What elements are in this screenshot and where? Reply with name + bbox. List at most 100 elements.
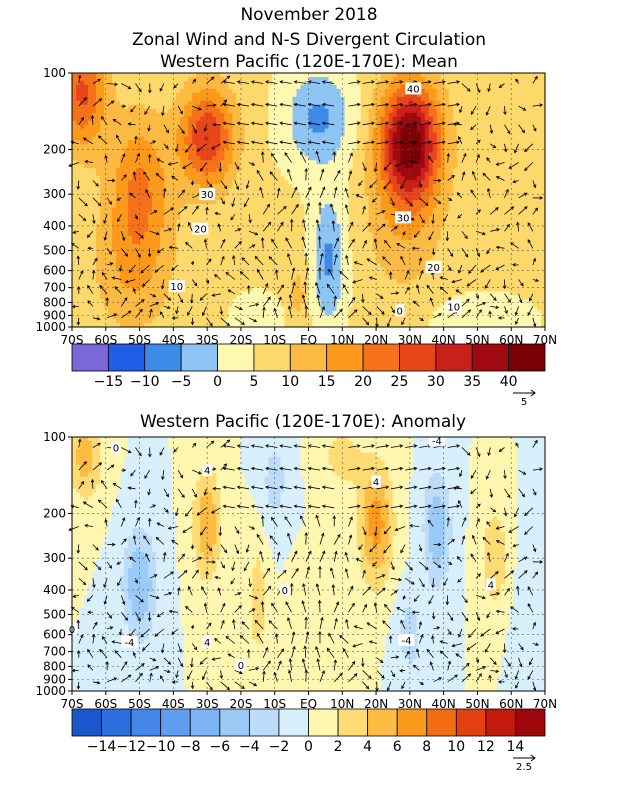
field-cell [256, 117, 261, 122]
field-cell [156, 200, 161, 205]
field-cell [333, 144, 338, 149]
field-cell [353, 109, 358, 114]
field-cell [204, 148, 209, 153]
field-cell [80, 105, 85, 110]
field-cell [389, 144, 394, 149]
field-cell [469, 180, 474, 185]
field-cell [313, 160, 318, 165]
field-cell [172, 121, 177, 126]
field-cell [296, 156, 301, 161]
field-cell [100, 109, 105, 114]
field-cell [200, 216, 205, 221]
field-cell [104, 97, 109, 102]
field-cell [313, 176, 318, 181]
field-cell [321, 196, 326, 201]
field-cell [280, 97, 285, 102]
field-cell [164, 105, 169, 110]
field-cell [413, 113, 418, 118]
field-cell [385, 89, 390, 94]
field-cell [236, 160, 241, 165]
field-cell [244, 129, 249, 134]
field-cell [453, 109, 458, 114]
field-cell [268, 113, 273, 118]
field-cell [88, 188, 93, 193]
field-cell [136, 77, 141, 82]
field-cell [357, 172, 362, 177]
field-cell [224, 176, 229, 181]
field-cell [401, 117, 406, 122]
field-cell [485, 204, 490, 209]
field-cell [288, 216, 293, 221]
field-cell [441, 172, 446, 177]
field-cell [417, 156, 422, 161]
field-cell [369, 160, 374, 165]
field-cell [453, 89, 458, 94]
field-cell [180, 77, 185, 82]
field-cell [505, 216, 510, 221]
field-cell [529, 148, 534, 153]
field-cell [116, 164, 121, 169]
field-cell [441, 144, 446, 149]
field-cell [325, 164, 330, 169]
field-cell [172, 156, 177, 161]
field-cell [361, 140, 366, 145]
field-cell [276, 152, 281, 157]
field-cell [505, 172, 510, 177]
field-cell [421, 232, 426, 237]
field-cell [156, 140, 161, 145]
field-cell [132, 240, 137, 245]
field-cell [501, 220, 506, 225]
field-cell [148, 220, 153, 225]
field-cell [112, 200, 117, 205]
field-cell [116, 228, 121, 233]
field-cell [521, 176, 526, 181]
field-cell [501, 73, 506, 78]
field-cell [216, 85, 221, 90]
field-cell [172, 137, 177, 142]
field-cell [92, 73, 97, 78]
field-cell [200, 113, 205, 118]
field-cell [164, 137, 169, 142]
field-cell [365, 113, 370, 118]
field-cell [264, 129, 269, 134]
field-cell [433, 125, 438, 130]
field-cell [517, 200, 522, 205]
field-cell [112, 216, 117, 221]
field-cell [441, 97, 446, 102]
field-cell [168, 240, 173, 245]
field-cell [124, 125, 129, 130]
field-cell [276, 117, 281, 122]
field-cell [200, 93, 205, 98]
field-cell [337, 129, 342, 134]
field-cell [76, 133, 81, 138]
field-cell [152, 152, 157, 157]
field-cell [325, 160, 330, 165]
field-cell [377, 172, 382, 177]
field-cell [128, 113, 133, 118]
field-cell [309, 196, 314, 201]
field-cell [309, 73, 314, 78]
field-cell [84, 228, 89, 233]
field-cell [333, 117, 338, 122]
field-cell [353, 220, 358, 225]
field-cell [525, 105, 530, 110]
field-cell [381, 180, 386, 185]
field-cell [425, 137, 430, 142]
field-cell [248, 137, 253, 142]
field-cell [288, 148, 293, 153]
field-cell [156, 73, 161, 78]
field-cell [300, 196, 305, 201]
field-cell [489, 232, 494, 237]
field-cell [284, 160, 289, 165]
field-cell [72, 137, 77, 142]
field-cell [172, 109, 177, 114]
field-cell [124, 140, 129, 145]
field-cell [268, 176, 273, 181]
field-cell [264, 236, 269, 241]
field-cell [341, 117, 346, 122]
field-cell [309, 172, 314, 177]
field-cell [148, 184, 153, 189]
field-cell [413, 220, 418, 225]
field-cell [260, 160, 265, 165]
field-cell [461, 164, 466, 169]
